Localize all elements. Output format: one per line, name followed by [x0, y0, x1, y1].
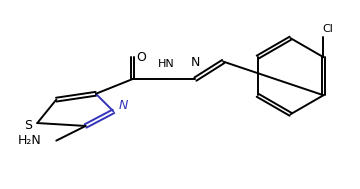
Text: S: S	[24, 119, 32, 132]
Text: N: N	[191, 56, 200, 69]
Text: O: O	[136, 51, 146, 64]
Text: Cl: Cl	[323, 24, 333, 34]
Text: N: N	[119, 99, 128, 112]
Text: H₂N: H₂N	[18, 134, 42, 147]
Text: HN: HN	[158, 59, 175, 69]
